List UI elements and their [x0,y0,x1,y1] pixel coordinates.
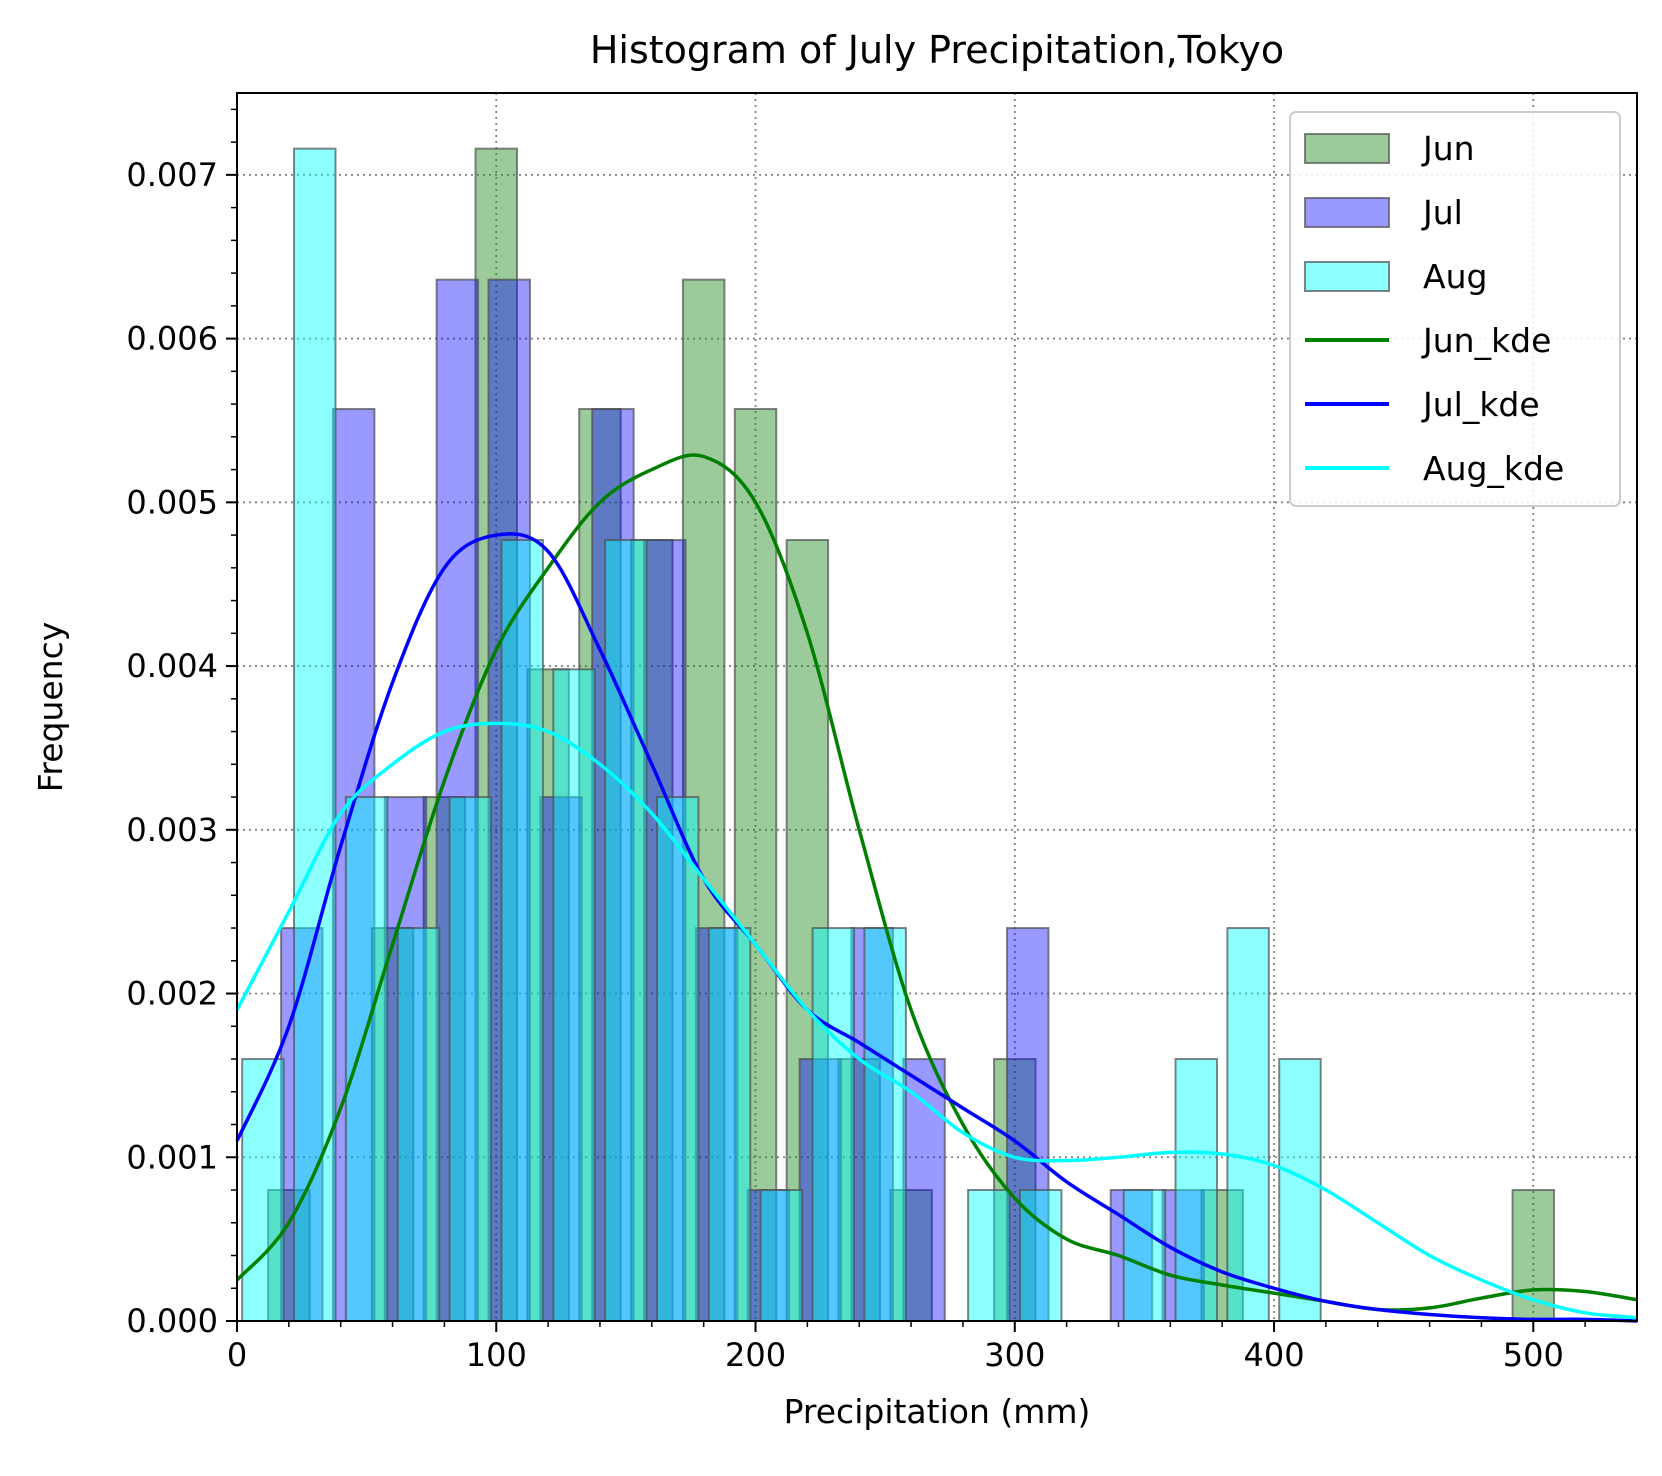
legend-label: Jul_kde [1421,385,1540,424]
x-tick-label: 0 [227,1336,247,1374]
hist-bar-jul [487,278,531,1322]
x-tick-label: 500 [1503,1336,1564,1374]
hist-bar-jul [798,1058,843,1322]
x-tick-label: 300 [984,1336,1045,1374]
axes: 0 100 200 300 400 500 0.000 0.001 0.002 0.003 0.00… [126,108,1586,1374]
hist-bar-aug [967,1189,1011,1322]
x-axis-label: Precipitation (mm) [784,1392,1091,1431]
hist-bar-aug [500,538,544,1322]
y-tick-label: 0.005 [126,483,218,521]
legend-swatch-jun [1304,133,1390,164]
legend-swatch-jul [1304,197,1390,228]
x-tick-label: 400 [1243,1336,1304,1374]
hist-bar-aug [396,927,441,1322]
hist-bar-jul [902,1058,946,1322]
legend: Jun Jul Aug Jun_kde Jul_kde Aug_kde [1289,111,1621,507]
hist-bar-jun [681,278,726,1322]
chart-title: Histogram of July Precipitation,Tokyo [590,28,1284,72]
kde-line-jul-kde [235,532,1638,1323]
kde-line-aug-kde [235,721,1638,1320]
hist-bar-aug [241,1058,285,1322]
legend-box [1289,111,1621,507]
x-tick-label: 200 [725,1336,786,1374]
x-tick-label: 100 [466,1336,527,1374]
hist-bar-aug [707,927,752,1322]
hist-bar-aug [552,668,596,1322]
hist-bar-jun [1200,1189,1244,1322]
hist-bar-aug [811,927,856,1322]
legend-label: Aug [1423,257,1487,296]
legend-label: Aug_kde [1423,449,1564,488]
hist-bar-jul [591,408,635,1323]
hist-bar-aug [293,147,337,1323]
hist-bar-aug [1122,1189,1167,1322]
hist-bar-jun [267,1189,311,1322]
kde-lines [235,453,1638,1323]
hist-bar-aug [759,1189,804,1322]
hist-bar-jun [889,1189,933,1322]
hist-bar-aug [604,538,648,1322]
y-tick-label: 0.003 [126,811,218,849]
hist-bar-jul [746,1189,791,1322]
hist-bar-jul [280,927,324,1322]
y-tick-label: 0.007 [126,156,218,194]
hist-bar-aug [1278,1058,1322,1322]
y-tick-label: 0.002 [126,975,218,1013]
y-tick-label: 0.004 [126,647,218,685]
hist-bar-aug [1226,927,1270,1322]
y-tick-label: 0.000 [126,1302,218,1340]
legend-label: Jun_kde [1421,321,1551,360]
plot-frame [236,92,1638,1322]
hist-bar-aug [656,796,700,1322]
hist-bar-jul [850,927,894,1322]
legend-label: Jun [1421,129,1475,168]
hist-bar-jul [435,278,480,1322]
legend-swatch-aug [1304,261,1390,292]
hist-bar-jul [331,408,376,1323]
hist-bar-jul [643,538,687,1322]
y-tick-label: 0.001 [126,1138,218,1176]
hist-bar-jun [733,408,778,1323]
y-axis-label: Frequency [31,622,70,792]
legend-label: Jul [1421,193,1463,232]
y-tick-label: 0.006 [126,320,218,358]
hist-bar-jul [1006,927,1050,1322]
hist-bar-jul [383,796,428,1322]
hist-bar-aug [344,796,389,1322]
hist-bar-aug [448,796,493,1322]
hist-bar-aug [863,927,907,1322]
